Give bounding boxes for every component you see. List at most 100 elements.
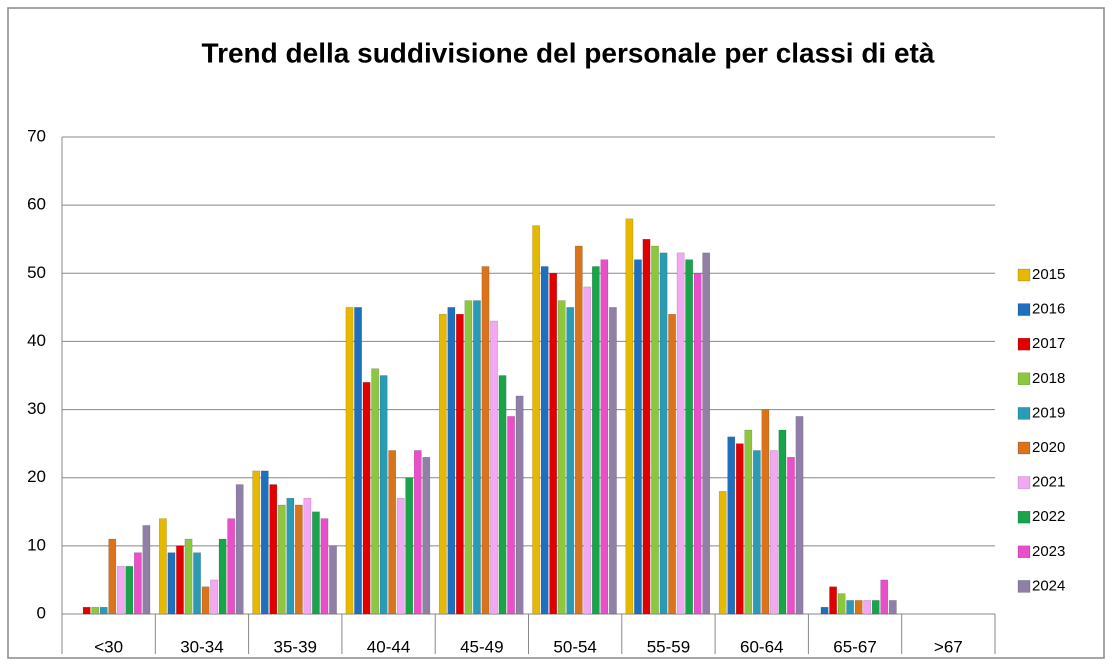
x-tick-label: 50-54 [553, 637, 596, 656]
bar [795, 416, 804, 615]
bar [693, 273, 702, 615]
bar [438, 313, 447, 615]
bar [676, 252, 685, 615]
bar [770, 450, 778, 615]
bar [193, 552, 201, 615]
bar [371, 368, 379, 615]
bar [116, 566, 125, 615]
x-tick-label: 60-64 [740, 637, 783, 656]
legend-swatch [1017, 407, 1031, 420]
x-tick-label: 30-34 [180, 637, 223, 656]
bar [82, 606, 91, 615]
x-tick-label: 45-49 [460, 637, 503, 656]
legend-label: 2016 [1032, 301, 1065, 318]
bar [108, 538, 117, 615]
x-tick-label: 40-44 [367, 637, 410, 656]
bar [871, 600, 880, 615]
x-tick-label: 55-59 [647, 637, 690, 656]
legend-label: 2023 [1032, 543, 1065, 560]
bar [718, 491, 727, 615]
x-tick-label: 35-39 [274, 637, 317, 656]
bar [744, 429, 753, 615]
bar [787, 457, 795, 615]
bar [176, 545, 184, 615]
bar [515, 395, 524, 615]
legend-label: 2018 [1032, 370, 1065, 387]
bar [863, 600, 872, 615]
x-tick-label: 65-67 [833, 637, 876, 656]
bar [829, 586, 837, 615]
bar [651, 245, 659, 615]
bar [642, 238, 651, 615]
bar [99, 606, 108, 615]
bar [566, 307, 575, 615]
legend-swatch [1017, 268, 1031, 282]
bar [447, 307, 456, 615]
bar [269, 484, 278, 615]
bar [252, 470, 261, 615]
bar [854, 600, 863, 615]
bar [133, 552, 142, 615]
bar [354, 307, 362, 615]
legend-label: 2017 [1032, 335, 1065, 352]
bar [235, 484, 244, 615]
bar [752, 450, 761, 615]
y-tick-label: 60 [27, 195, 46, 214]
bar [201, 586, 210, 615]
y-tick-label: 30 [27, 399, 46, 418]
bar [379, 375, 388, 615]
bar [303, 497, 312, 615]
legend-swatch [1017, 441, 1031, 455]
y-tick-label: 50 [27, 263, 46, 282]
bar [456, 313, 464, 615]
legend-swatch [1017, 510, 1031, 524]
x-tick-label: >67 [934, 637, 963, 656]
bar [659, 252, 668, 615]
legend-swatch [1017, 476, 1031, 489]
bar [125, 566, 134, 615]
bar [295, 504, 303, 615]
bar [260, 470, 269, 615]
bar [880, 579, 889, 615]
legend-swatch [1017, 580, 1031, 593]
legend-label: 2021 [1032, 474, 1065, 491]
y-tick-label: 0 [37, 603, 46, 622]
bar [481, 266, 490, 615]
bar [473, 300, 481, 615]
bar [184, 538, 193, 615]
bar [540, 266, 549, 615]
legend-label: 2020 [1032, 439, 1065, 456]
legend-label: 2015 [1032, 266, 1065, 283]
bar [345, 307, 354, 615]
y-tick-label: 10 [27, 535, 46, 554]
bar [591, 266, 600, 615]
chart-title: Trend della suddivisione del personale p… [202, 37, 935, 68]
legend-swatch [1017, 372, 1031, 386]
bar [277, 504, 286, 615]
y-tick-label: 20 [27, 467, 46, 486]
bar [668, 313, 676, 615]
bar [532, 225, 541, 615]
bar [846, 600, 855, 615]
bar [727, 436, 736, 615]
legend-label: 2024 [1032, 577, 1065, 594]
bar [362, 382, 371, 615]
bar [625, 218, 634, 615]
bar [600, 259, 609, 615]
bar [464, 300, 473, 615]
bar [490, 320, 498, 615]
bar [498, 375, 507, 615]
bar [761, 409, 770, 615]
bar [888, 600, 897, 615]
bar [583, 286, 592, 615]
bar [405, 477, 414, 615]
bar [312, 511, 320, 615]
bar [413, 450, 422, 615]
bar [286, 497, 295, 615]
legend-label: 2022 [1032, 508, 1065, 525]
bar [91, 606, 100, 615]
legend-swatch [1017, 303, 1031, 316]
bar [159, 518, 167, 615]
bar [167, 552, 176, 615]
